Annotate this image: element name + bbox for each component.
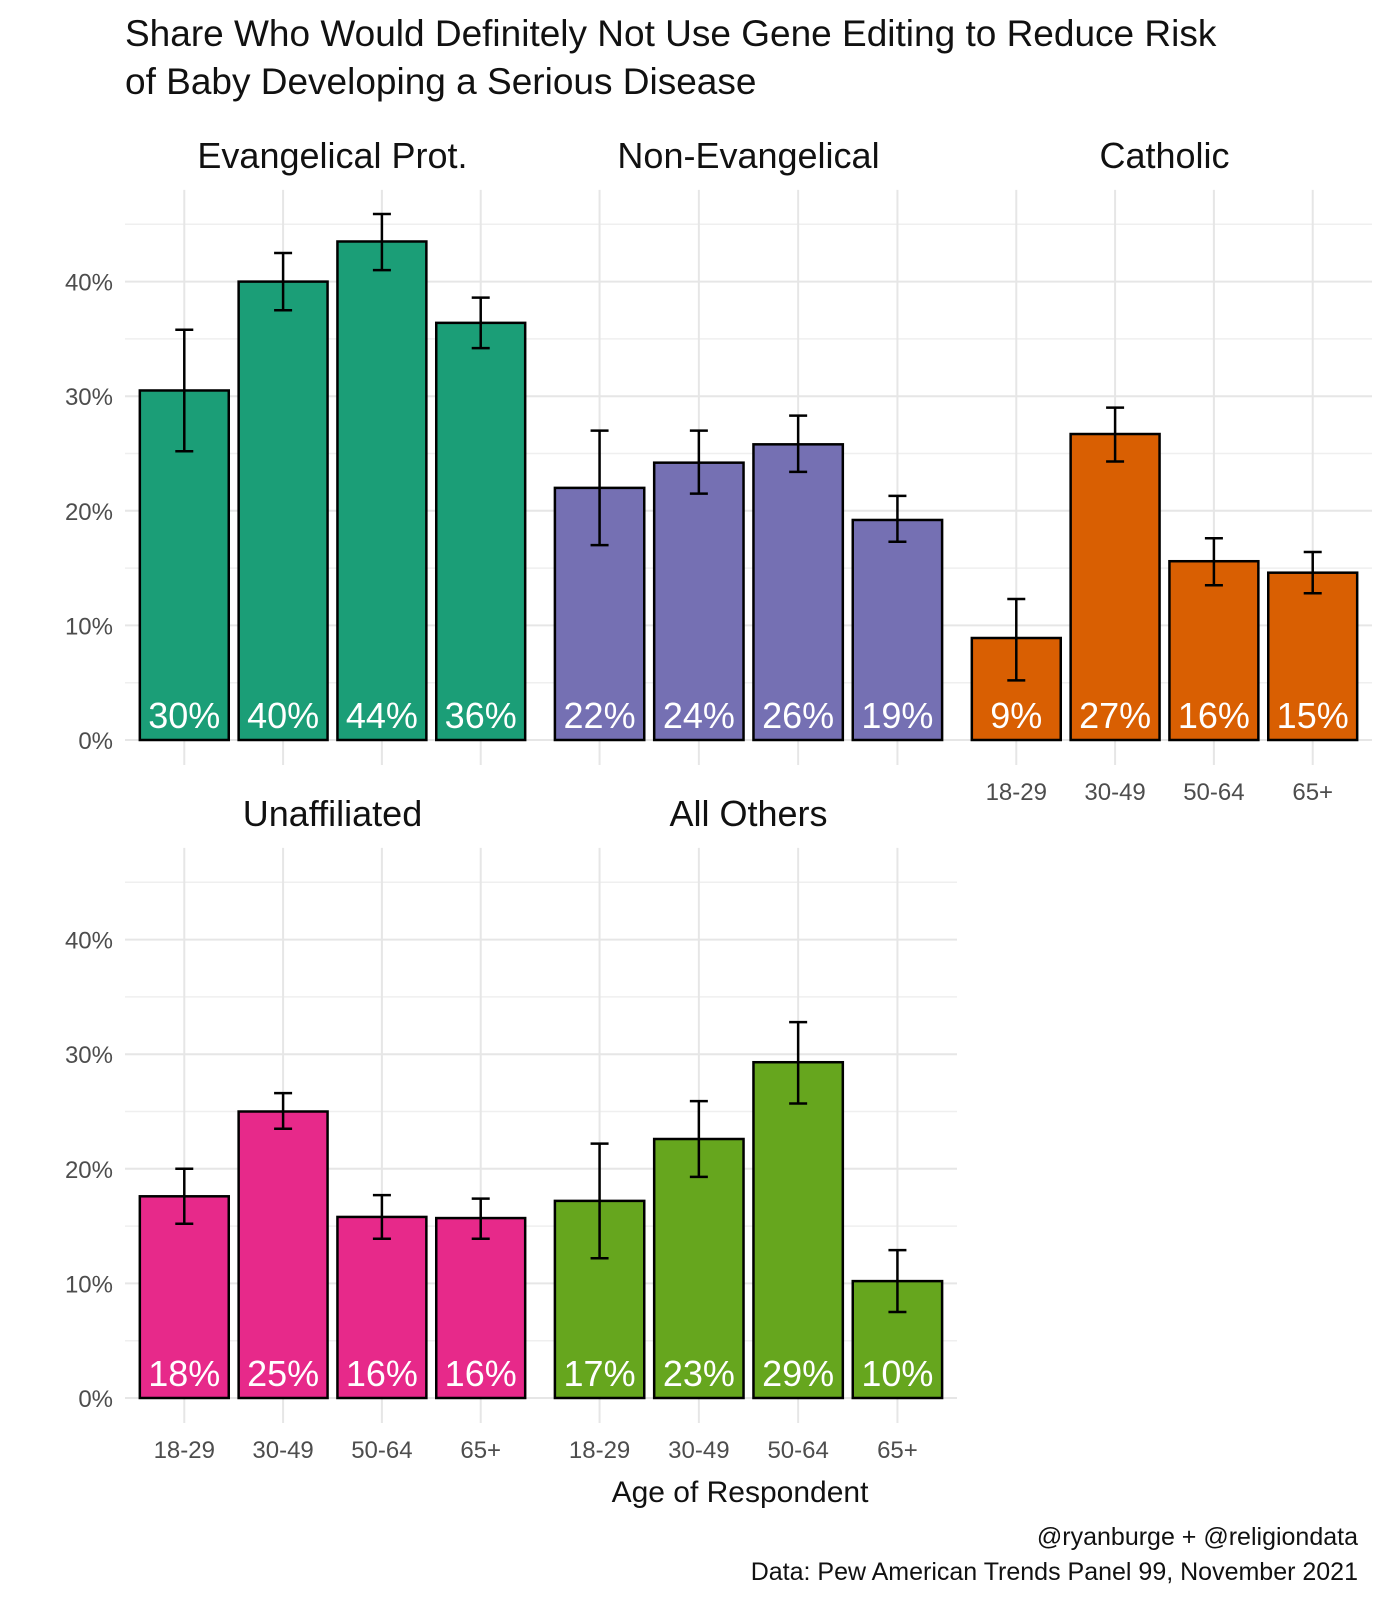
data-label: 30% xyxy=(148,695,220,736)
panel-title-catholic: Catholic xyxy=(1099,135,1229,176)
x-tick-label: 65+ xyxy=(460,1437,501,1464)
y-tick-label: 20% xyxy=(65,499,113,526)
data-label: 36% xyxy=(445,695,517,736)
data-label: 17% xyxy=(564,1353,636,1394)
panel-title-all-others: All Others xyxy=(669,793,827,834)
x-tick-label: 18-29 xyxy=(569,1437,630,1464)
y-tick-label: 30% xyxy=(65,384,113,411)
x-tick-label: 30-49 xyxy=(668,1437,729,1464)
x-axis-title: Age of Respondent xyxy=(612,1476,870,1509)
y-tick-label: 0% xyxy=(78,728,113,755)
x-tick-label: 18-29 xyxy=(154,1437,215,1464)
data-label: 44% xyxy=(346,695,418,736)
bar-catholic-50-64 xyxy=(1168,559,1260,742)
data-label: 16% xyxy=(346,1353,418,1394)
data-label: 15% xyxy=(1277,695,1349,736)
data-label: 23% xyxy=(663,1353,735,1394)
y-tick-label: 10% xyxy=(65,1271,113,1298)
caption-credit: @ryanburge + @religiondata xyxy=(1037,1523,1358,1551)
data-label: 19% xyxy=(861,695,933,736)
bar-non-evangelical-30-49 xyxy=(652,461,745,742)
chart-title-line-1: Share Who Would Definitely Not Use Gene … xyxy=(125,13,1217,54)
y-tick-label: 10% xyxy=(65,613,113,640)
data-label: 16% xyxy=(1178,695,1250,736)
bar-evangelical-prot-30-49 xyxy=(237,280,329,742)
x-tick-label: 30-49 xyxy=(252,1437,313,1464)
caption-source: Data: Pew American Trends Panel 99, Nove… xyxy=(751,1558,1358,1586)
data-label: 18% xyxy=(148,1353,220,1394)
data-label: 40% xyxy=(247,695,319,736)
bar-unaffiliated-65+ xyxy=(435,1216,527,1400)
chart-title-line-2: of Baby Developing a Serious Disease xyxy=(125,61,756,102)
panel-title-non-evangelical: Non-Evangelical xyxy=(617,135,879,176)
x-tick-label: 65+ xyxy=(877,1437,918,1464)
y-tick-label: 40% xyxy=(65,270,113,297)
data-label: 22% xyxy=(564,695,636,736)
data-label: 16% xyxy=(445,1353,517,1394)
bar-evangelical-prot-65+ xyxy=(435,321,527,742)
bar-unaffiliated-18-29 xyxy=(138,1195,230,1400)
y-tick-label: 40% xyxy=(65,928,113,955)
x-tick-label: 30-49 xyxy=(1084,779,1145,806)
data-label: 25% xyxy=(247,1353,319,1394)
x-tick-label: 50-64 xyxy=(351,1437,412,1464)
y-tick-label: 0% xyxy=(78,1386,113,1413)
data-label: 29% xyxy=(762,1353,834,1394)
panel-title-unaffiliated: Unaffiliated xyxy=(243,793,422,834)
x-tick-label: 50-64 xyxy=(767,1437,828,1464)
data-label: 10% xyxy=(861,1353,933,1394)
x-tick-label: 65+ xyxy=(1292,779,1333,806)
data-label: 26% xyxy=(762,695,834,736)
data-label: 24% xyxy=(663,695,735,736)
y-tick-label: 30% xyxy=(65,1042,113,1069)
panel-title-evangelical-prot: Evangelical Prot. xyxy=(197,135,467,176)
x-tick-label: 50-64 xyxy=(1183,779,1244,806)
data-label: 9% xyxy=(990,695,1042,736)
bar-all-others-50-64 xyxy=(752,1060,845,1400)
data-label: 27% xyxy=(1079,695,1151,736)
x-tick-label: 18-29 xyxy=(986,779,1047,806)
bar-non-evangelical-50-64 xyxy=(752,443,845,742)
bar-all-others-30-49 xyxy=(652,1137,745,1400)
bar-catholic-30-49 xyxy=(1069,432,1161,742)
bar-evangelical-prot-50-64 xyxy=(336,240,428,742)
y-tick-label: 20% xyxy=(65,1157,113,1184)
